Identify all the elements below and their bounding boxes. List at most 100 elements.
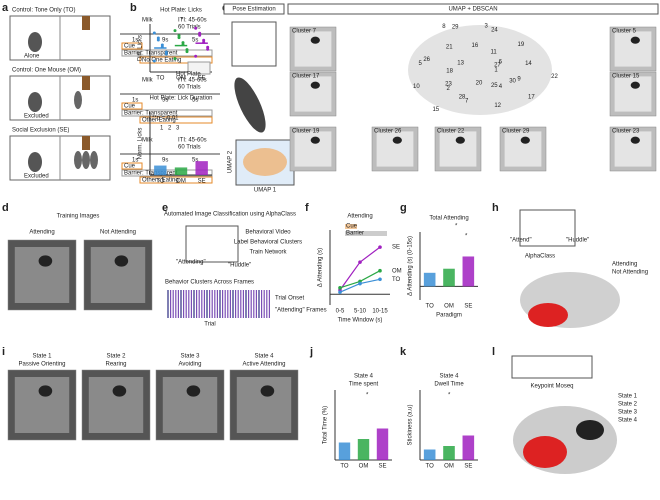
- mouse: [186, 385, 201, 397]
- mouse: [630, 136, 640, 144]
- schema: [185, 225, 239, 263]
- cluster-id: 23: [445, 81, 452, 87]
- cluster-id: 1: [494, 68, 498, 74]
- mouse: [310, 81, 320, 89]
- x-label: Time Window (s): [338, 318, 383, 324]
- x-tick-label: TO: [426, 304, 435, 310]
- food: [82, 136, 90, 150]
- trials: 60 Trials: [178, 25, 201, 31]
- annotation: 2: [168, 126, 172, 132]
- mouse: [392, 136, 402, 144]
- header-box: [223, 3, 285, 15]
- panel-letter: h: [492, 202, 499, 214]
- point: [378, 245, 382, 249]
- cluster-id: 8: [442, 24, 446, 30]
- time: 1s: [132, 158, 138, 164]
- point: [378, 268, 382, 273]
- eating: Other Eating: [142, 118, 176, 124]
- annotation: *: [465, 234, 468, 240]
- panel-letter: g: [400, 202, 407, 214]
- y-label: Δ Attending (s): [318, 248, 324, 287]
- eating-box: [139, 56, 213, 64]
- dot: [194, 26, 198, 30]
- dot: [194, 54, 198, 58]
- x-tick-label: SE: [198, 76, 206, 82]
- annotation: 1: [160, 126, 164, 132]
- cluster-id: 15: [432, 107, 439, 113]
- bar: [338, 442, 351, 460]
- food: [82, 16, 90, 30]
- cluster-id: 29: [452, 24, 459, 30]
- image-label: Not Attending: [100, 230, 136, 236]
- mouse: [114, 255, 129, 267]
- cluster-id: 4: [499, 84, 503, 90]
- mouse: [74, 151, 82, 169]
- time: 9s: [162, 158, 168, 164]
- milk: Milk: [142, 18, 154, 24]
- cluster-id: 27: [494, 63, 501, 69]
- cluster-id: 25: [491, 83, 498, 89]
- panel-letter: a: [2, 2, 9, 14]
- bar: [195, 161, 208, 175]
- cluster-id: 11: [490, 49, 497, 55]
- photo-floor: [614, 76, 652, 112]
- x-tick-label: SE: [378, 464, 386, 470]
- x-label: Paradigm: [436, 313, 462, 319]
- bar: [174, 167, 188, 175]
- header: Pose Estimation: [232, 7, 275, 13]
- mouse: [260, 385, 275, 397]
- schema: [519, 209, 576, 247]
- chart-title: Hot Plate: Licks: [160, 8, 202, 14]
- cluster-id: 9: [517, 77, 521, 83]
- legend-label: "Attending" Frames: [275, 308, 327, 314]
- cluster-id: 22: [551, 74, 558, 80]
- barrier-box: [121, 49, 213, 57]
- milk: Milk: [142, 78, 154, 84]
- bar: [462, 256, 475, 287]
- annotation: Hot Plate: [176, 72, 201, 78]
- iti: ITI: 45-60s: [178, 138, 207, 144]
- label: "Huddle": [566, 238, 589, 244]
- chart-title: Attending: [347, 214, 372, 220]
- chart-title: State 4: [354, 374, 374, 380]
- cluster-label: Cluster 19: [292, 129, 320, 135]
- point: [358, 281, 362, 286]
- state-name: State 2: [106, 354, 126, 360]
- y-label: Δ Attending (s) (0-15s): [408, 236, 414, 296]
- chart-subtitle: Dwell Time: [434, 382, 464, 388]
- x-tick-label: 0-5: [336, 309, 345, 315]
- barrier-text: Barrier: Transparent: [124, 51, 178, 57]
- axis-label: UMAP 2: [228, 150, 234, 173]
- barrier-text: Barrier: Transparent: [124, 111, 178, 117]
- cluster-id: 30: [509, 78, 516, 84]
- dot: [160, 43, 164, 47]
- photo-floor: [14, 377, 70, 433]
- label: "Attending": [176, 260, 206, 266]
- state-name: State 4: [254, 354, 274, 360]
- x-tick-label: SE: [198, 179, 206, 185]
- bar: [357, 439, 370, 460]
- point: [338, 286, 342, 290]
- barrier-box: [121, 169, 213, 177]
- cluster-label: Cluster 17: [292, 74, 320, 80]
- umap-red: [528, 303, 568, 327]
- bar: [376, 428, 389, 460]
- legend-label: State 4: [618, 418, 638, 424]
- cluster-id: 3: [484, 24, 488, 30]
- annotation: 3: [176, 126, 180, 132]
- legend-label: OM: [392, 268, 402, 274]
- photo-floor: [294, 31, 332, 67]
- cluster-id: 2: [446, 86, 450, 92]
- cluster-label: Cluster 29: [502, 129, 530, 135]
- cluster-id: 10: [413, 84, 420, 90]
- point: [378, 277, 382, 282]
- dot: [173, 57, 177, 61]
- cluster-label: Cluster 22: [437, 129, 465, 135]
- cluster-id: 24: [491, 28, 498, 34]
- legend-label: State 2: [618, 402, 638, 408]
- umap-black: [576, 420, 604, 440]
- state-desc: Avoiding: [179, 362, 202, 368]
- cluster-id: 14: [525, 61, 532, 67]
- bar: [443, 446, 455, 460]
- photo-floor: [504, 131, 542, 167]
